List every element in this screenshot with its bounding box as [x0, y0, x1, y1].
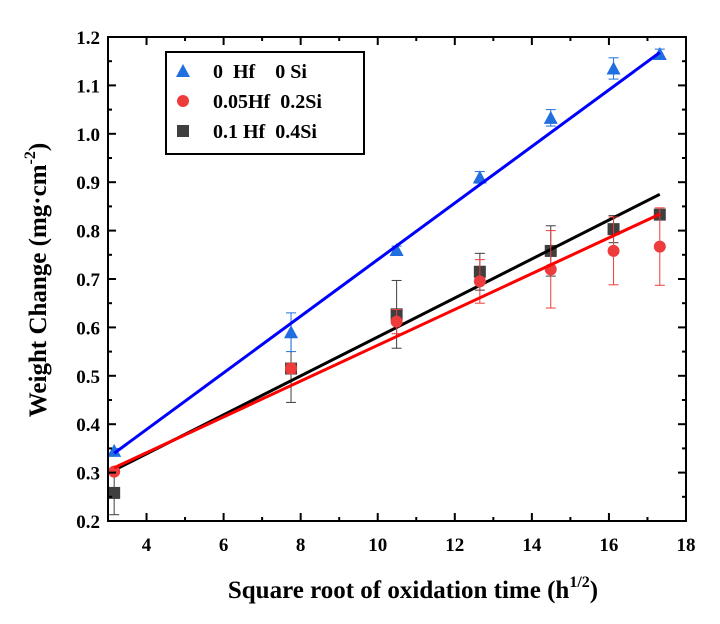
- y-tick-label: 0.3: [76, 464, 100, 485]
- x-tick-label: 8: [296, 535, 306, 556]
- data-point: [390, 315, 403, 328]
- legend: 0 Hf 0 Si 0.05Hf 0.2Si 0.1 Hf 0.4Si: [165, 51, 365, 155]
- legend-box: [165, 51, 365, 155]
- legend-label: 0.05Hf 0.2Si: [213, 91, 322, 113]
- y-tick-label: 0.6: [76, 318, 100, 339]
- data-point: [389, 242, 404, 256]
- data-point: [473, 275, 486, 288]
- data-point: [607, 244, 620, 257]
- series-1: [107, 46, 667, 457]
- y-tick-label: 1.0: [76, 125, 100, 146]
- y-tick-label: 0.8: [76, 222, 100, 243]
- y-tick-label: 0.7: [76, 270, 100, 291]
- y-tick-label: 1.1: [76, 76, 100, 97]
- data-point: [472, 170, 487, 184]
- data-point: [284, 325, 299, 339]
- y-tick-label: 0.5: [76, 367, 100, 388]
- data-point: [285, 362, 298, 375]
- x-tick-label: 18: [677, 535, 696, 556]
- legend-label: 0.1 Hf 0.4Si: [213, 121, 317, 143]
- y-tick-label: 1.2: [76, 28, 100, 49]
- y-axis-title: Weight Change (mg·cm-2): [22, 143, 52, 417]
- fit-line: [113, 212, 661, 470]
- series-3: [108, 192, 666, 516]
- legend-label: 0 Hf 0 Si: [213, 61, 307, 83]
- data-point: [653, 240, 666, 253]
- data-point: [107, 443, 122, 457]
- x-tick-label: 6: [219, 535, 229, 556]
- legend-marker: [177, 125, 189, 137]
- y-tick-label: 0.9: [76, 173, 100, 194]
- legend-marker: [177, 95, 189, 107]
- x-tick-label: 14: [522, 535, 542, 556]
- x-axis-title: Square root of oxidation time (h1/2): [228, 574, 598, 604]
- x-tick-label: 10: [368, 535, 387, 556]
- data-point: [543, 110, 558, 124]
- y-tick-label: 0.4: [76, 415, 100, 436]
- x-tick-label: 16: [599, 535, 618, 556]
- series-2: [108, 207, 666, 478]
- y-tick-label: 0.2: [76, 512, 100, 533]
- fit-line: [113, 51, 661, 455]
- legend-marker: [176, 64, 190, 77]
- x-tick-label: 12: [445, 535, 464, 556]
- x-tick-label: 4: [142, 535, 152, 556]
- data-point: [606, 61, 621, 75]
